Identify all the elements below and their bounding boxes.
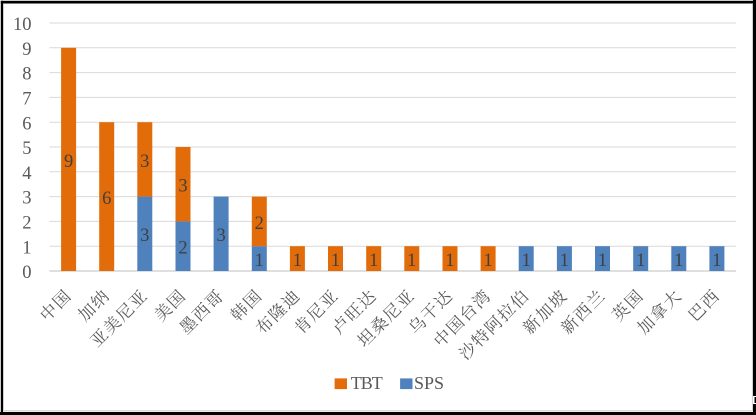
svg-text:1: 1 <box>293 251 302 271</box>
svg-text:9: 9 <box>64 152 73 172</box>
svg-text:TBT: TBT <box>351 373 383 393</box>
svg-text:3: 3 <box>178 177 187 197</box>
svg-text:6: 6 <box>22 114 31 134</box>
svg-text:10: 10 <box>13 15 32 35</box>
svg-text:1: 1 <box>407 251 416 271</box>
svg-text:3: 3 <box>140 152 149 172</box>
svg-text:9: 9 <box>22 40 31 60</box>
svg-text:1: 1 <box>22 238 31 258</box>
svg-text:5: 5 <box>22 139 31 159</box>
svg-text:SPS: SPS <box>414 373 444 393</box>
svg-text:1: 1 <box>331 251 340 271</box>
svg-text:1: 1 <box>712 251 721 271</box>
svg-text:1: 1 <box>483 251 492 271</box>
svg-text:1: 1 <box>636 251 645 271</box>
svg-text:1: 1 <box>369 251 378 271</box>
svg-text:1: 1 <box>445 251 454 271</box>
svg-text:1: 1 <box>598 251 607 271</box>
svg-text:3: 3 <box>216 226 225 246</box>
svg-text:3: 3 <box>140 226 149 246</box>
svg-text:0: 0 <box>22 263 31 283</box>
svg-text:8: 8 <box>22 65 31 85</box>
svg-text:2: 2 <box>22 214 31 234</box>
svg-text:6: 6 <box>102 189 111 209</box>
svg-text:2: 2 <box>255 214 264 234</box>
svg-text:4: 4 <box>22 164 31 184</box>
svg-text:3: 3 <box>22 189 31 209</box>
svg-text:2: 2 <box>178 239 187 259</box>
svg-text:7: 7 <box>22 90 31 110</box>
svg-text:1: 1 <box>522 251 531 271</box>
svg-text:1: 1 <box>255 251 264 271</box>
svg-text:1: 1 <box>560 251 569 271</box>
svg-text:1: 1 <box>674 251 683 271</box>
